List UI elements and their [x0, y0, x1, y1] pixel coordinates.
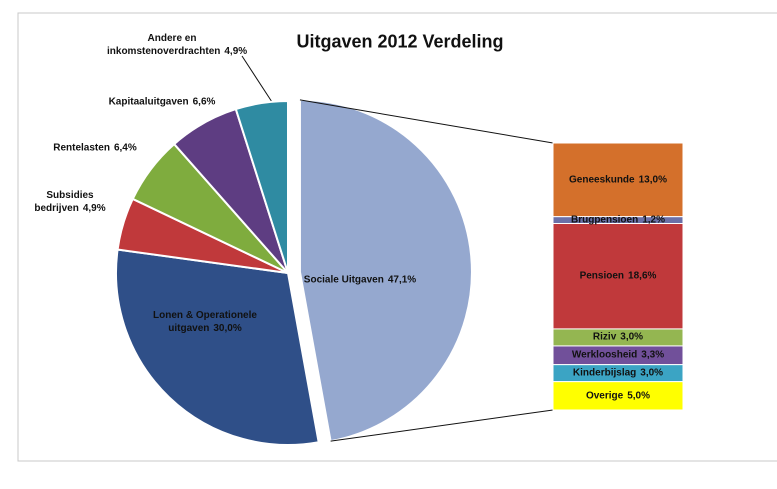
data-label: Riziv 3,0% — [538, 331, 698, 344]
label-name: Geneeskunde — [569, 174, 635, 186]
label-value: 13,0% — [638, 174, 667, 186]
label-name: Werkloosheid — [571, 349, 638, 361]
data-label: Kinderbijslag 3,0% — [538, 367, 698, 380]
data-label: Geneeskunde 13,0% — [538, 173, 698, 186]
label-name: Rentelasten — [53, 142, 110, 154]
data-label: Overige 5,0% — [538, 389, 698, 402]
label-name: Pensioen — [579, 270, 625, 282]
data-label: Werkloosheid 3,3% — [538, 349, 698, 362]
bar-segment — [552, 222, 684, 330]
label-name: Andere en inkomstenoverdrachten — [107, 33, 221, 57]
data-label: Subsidies bedrijven 4,9% — [30, 189, 110, 215]
data-label: Kapitaaluitgaven 6,6% — [92, 96, 232, 109]
label-name: Lonen & Operationele uitgaven — [153, 310, 257, 334]
data-label: Sociale Uitgaven 47,1% — [280, 274, 440, 287]
connector-line — [330, 409, 554, 442]
label-value: 6,4% — [113, 142, 137, 154]
bar-segment — [552, 381, 684, 411]
bar-segment — [552, 142, 684, 218]
label-value: 4,9% — [82, 203, 106, 214]
data-label: Lonen & Operationele uitgaven 30,0% — [135, 309, 275, 335]
data-label: Pensioen 18,6% — [538, 270, 698, 283]
label-name: Kinderbijslag — [572, 367, 637, 379]
label-name: Subsidies bedrijven — [34, 190, 94, 214]
label-value: 30,0% — [213, 323, 242, 334]
connector-line — [299, 99, 554, 144]
label-value: 47,1% — [387, 274, 417, 286]
pie-slice — [115, 248, 320, 446]
label-value: 3,3% — [641, 349, 665, 361]
pie-slice — [298, 98, 473, 443]
label-value: 4,9% — [224, 46, 248, 57]
label-name: Overige — [585, 390, 624, 402]
data-label: Brugpensioen 1,2% — [538, 214, 698, 227]
label-value: 1,2% — [642, 214, 666, 226]
label-value: 3,0% — [640, 367, 664, 379]
label-name: Brugpensioen — [570, 214, 639, 226]
label-name: Sociale Uitgaven — [303, 274, 384, 286]
label-value: 6,6% — [192, 96, 216, 108]
pie-slice — [234, 99, 289, 274]
chart-border — [17, 12, 777, 462]
label-value: 5,0% — [627, 390, 651, 402]
chart-title: Uitgaven 2012 Verdeling — [296, 31, 504, 52]
label-value: 3,0% — [620, 331, 644, 343]
label-name: Kapitaaluitgaven — [108, 96, 189, 108]
label-value: 18,6% — [628, 270, 657, 282]
leader-line — [241, 55, 273, 103]
data-label: Andere en inkomstenoverdrachten 4,9% — [107, 32, 247, 58]
label-name: Riziv — [592, 331, 617, 343]
data-label: Rentelasten 6,4% — [35, 142, 155, 155]
